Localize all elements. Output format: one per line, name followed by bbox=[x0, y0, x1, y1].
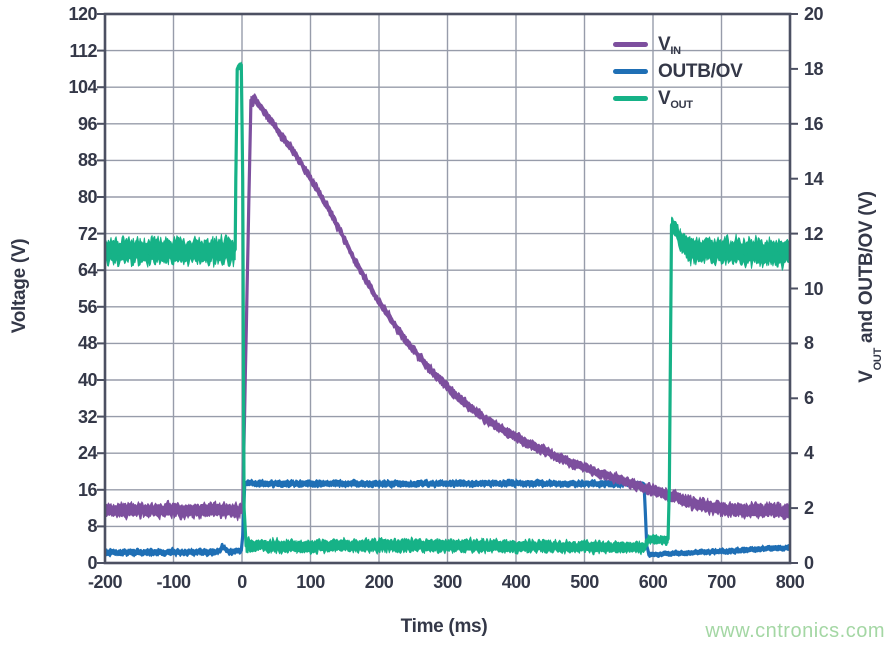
left-tick-label: 64 bbox=[77, 260, 98, 281]
x-tick-label: -100 bbox=[156, 572, 191, 592]
trace-band-v_out bbox=[105, 61, 790, 556]
x-tick-label: 300 bbox=[433, 572, 462, 592]
legend-label-v-in: VIN bbox=[658, 33, 681, 57]
left-tick-label: 8 bbox=[87, 516, 97, 537]
left-tick-label: 56 bbox=[77, 296, 98, 317]
legend-label-v-out: VOUT bbox=[658, 87, 693, 111]
left-tick-label: 112 bbox=[69, 40, 97, 61]
right-tick-label: 16 bbox=[804, 113, 824, 134]
left-tick-label: 96 bbox=[77, 113, 98, 134]
plot-border bbox=[103, 12, 792, 565]
legend-label-outb-ov: OUTB/OV bbox=[658, 60, 743, 82]
left-tick-label: 72 bbox=[77, 223, 98, 244]
left-tick-label: 24 bbox=[77, 443, 98, 464]
legend-line-v-in bbox=[613, 42, 648, 47]
x-tick-label: 600 bbox=[638, 572, 668, 592]
left-tick-label: 0 bbox=[87, 553, 97, 573]
right-tick-label: 12 bbox=[804, 223, 824, 244]
trace-center-v_out bbox=[105, 63, 790, 551]
legend-line-v-out bbox=[613, 96, 648, 101]
x-tick-label: 100 bbox=[296, 572, 325, 592]
right-axis-title-sub: OUT bbox=[871, 348, 884, 371]
right-tick-label: 20 bbox=[804, 4, 824, 24]
right-axis-title-rest: and OUTB/OV (V) bbox=[856, 191, 877, 348]
x-tick-label: 200 bbox=[364, 572, 394, 592]
left-tick-label: 80 bbox=[77, 187, 98, 207]
right-tick-label: 2 bbox=[804, 498, 814, 519]
right-tick-label: 0 bbox=[804, 553, 814, 573]
legend-item-v-in: VIN bbox=[613, 31, 742, 58]
left-tick-label: 88 bbox=[77, 150, 98, 171]
trace-band-outb_ov bbox=[105, 478, 790, 558]
grid-layer bbox=[105, 14, 790, 563]
x-tick-label: 500 bbox=[570, 572, 599, 592]
left-tick-label: 48 bbox=[77, 333, 98, 354]
left-tick-label: 120 bbox=[68, 4, 97, 24]
x-tick-label: 700 bbox=[707, 572, 736, 592]
right-tick-label: 8 bbox=[804, 333, 814, 354]
right-axis-title: VOUT and OUTB/OV (V) bbox=[856, 191, 884, 383]
legend-item-v-out: VOUT bbox=[613, 85, 742, 112]
right-tick-label: 18 bbox=[804, 58, 824, 79]
right-tick-label: 4 bbox=[804, 443, 814, 464]
right-tick-label: 14 bbox=[804, 168, 824, 189]
legend-line-outb-ov bbox=[613, 69, 648, 74]
legend-item-outb-ov: OUTB/OV bbox=[613, 58, 743, 85]
axes-layer bbox=[97, 12, 798, 565]
x-tick-label: 400 bbox=[501, 572, 531, 592]
x-tick-label: 0 bbox=[237, 572, 247, 592]
right-axis-title-main: V bbox=[856, 370, 877, 383]
trace-center-outb_ov bbox=[105, 481, 790, 557]
x-tick-label: -200 bbox=[87, 572, 123, 592]
right-tick-label: 10 bbox=[804, 278, 824, 299]
series-layer bbox=[105, 61, 790, 558]
left-axis-title: Voltage (V) bbox=[9, 238, 30, 334]
left-tick-label: 104 bbox=[68, 77, 97, 98]
legend: VIN OUTB/OV VOUT bbox=[613, 31, 743, 112]
left-tick-label: 32 bbox=[77, 406, 98, 427]
right-tick-label: 6 bbox=[804, 388, 814, 409]
trace-center-v_in bbox=[105, 96, 790, 514]
left-tick-label: 16 bbox=[77, 479, 98, 500]
watermark: www.cntronics.com bbox=[705, 620, 885, 642]
x-tick-label: 800 bbox=[775, 572, 805, 592]
x-axis-title: Time (ms) bbox=[400, 616, 488, 637]
left-tick-label: 40 bbox=[77, 370, 98, 390]
